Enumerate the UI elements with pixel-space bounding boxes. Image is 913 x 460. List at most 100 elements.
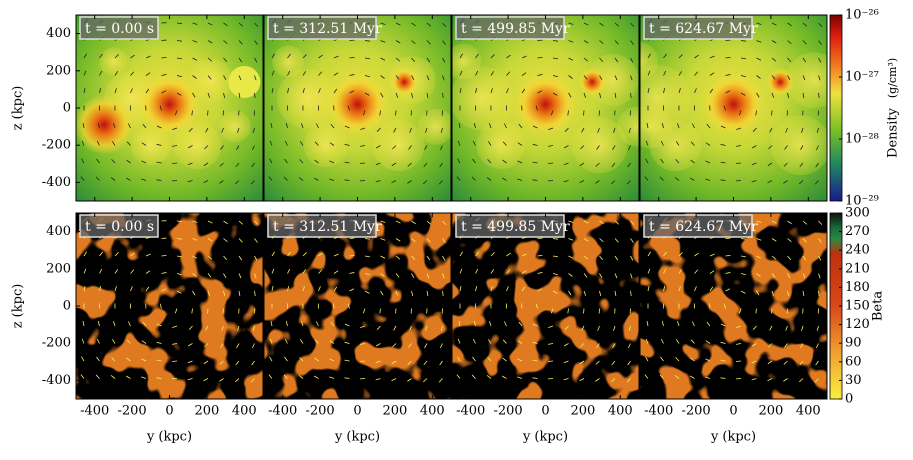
x-axis-label: y (kpc)	[710, 430, 756, 445]
field-arrow	[360, 163, 365, 164]
colorbar-label: Beta	[871, 291, 886, 321]
x-axis-label: y (kpc)	[522, 430, 568, 445]
x-tick-label: 200	[758, 404, 783, 419]
core	[328, 74, 388, 134]
colorbar-tick-label: 10⁻²⁸	[845, 132, 879, 147]
low-beta-field	[640, 213, 827, 399]
x-axis-label: y (kpc)	[146, 430, 192, 445]
field-arrow	[360, 361, 365, 362]
y-tick-label: -200	[42, 336, 71, 351]
field-arrow	[548, 163, 553, 164]
x-tick-label: 400	[420, 404, 445, 419]
colorbar-tick-label: 10⁻²⁶	[845, 8, 879, 23]
panel-image	[76, 213, 263, 399]
x-tick-label: -200	[493, 404, 522, 419]
satellite	[766, 68, 794, 96]
panel: t = 0.00 s -400 -200 0 200 400 y (kpc)	[76, 213, 263, 445]
satellite	[390, 68, 418, 96]
panel: t = 499.85 Myr -400 -200 0 200 400 y (kpc)	[452, 213, 639, 445]
time-label: t = 0.00 s	[85, 21, 154, 37]
x-tick-label: -200	[117, 404, 146, 419]
x-tick-label: 200	[382, 404, 407, 419]
time-label: t = 624.67 Myr	[649, 219, 758, 235]
panel-image	[640, 213, 827, 399]
y-tick-label: 200	[46, 261, 71, 276]
x-tick-label: -400	[456, 404, 485, 419]
time-label: t = 312.51 Myr	[273, 219, 382, 235]
panel-image	[74, 15, 263, 201]
x-tick-label: -400	[80, 404, 109, 419]
x-tick-label: -400	[644, 404, 673, 419]
panel: t = 624.67 Myr	[618, 15, 842, 201]
blob	[418, 109, 454, 145]
low-beta-field	[452, 213, 639, 399]
colorbar-label: Density	[886, 107, 901, 158]
blob	[272, 46, 304, 78]
x-tick-label: 0	[541, 404, 549, 419]
x-tick-label: -200	[305, 404, 334, 419]
colorbar-tick-label: 210	[845, 261, 870, 276]
colorbar-unit: (g/cm³)	[886, 58, 899, 98]
x-tick-label: 0	[729, 404, 737, 419]
time-label: t = 499.85 Myr	[461, 219, 570, 235]
y-tick-label: -400	[42, 175, 71, 190]
panel-image	[618, 15, 842, 201]
time-label: t = 0.00 s	[85, 219, 154, 235]
x-tick-label: 400	[232, 404, 257, 419]
field-arrow	[172, 361, 177, 362]
satellite	[228, 66, 260, 98]
field-arrow	[172, 163, 177, 164]
colorbar-tick-label: 120	[845, 317, 870, 332]
panel-image	[264, 213, 451, 399]
blob	[304, 123, 348, 167]
colorbar-tick-label: 300	[845, 206, 870, 221]
x-tick-label: 200	[570, 404, 595, 419]
colorbar-tick-label: 270	[845, 224, 870, 239]
y-tick-label: 0	[63, 299, 71, 314]
x-tick-label: 0	[165, 404, 173, 419]
x-tick-label: 200	[194, 404, 219, 419]
time-label: t = 624.67 Myr	[649, 21, 758, 37]
y-tick-label: 400	[46, 26, 71, 41]
colorbar-tick-label: 10⁻²⁷	[845, 70, 879, 85]
satellite	[578, 68, 606, 96]
panel: t = 0.00 s	[74, 15, 263, 201]
blob	[99, 48, 127, 76]
field-arrow	[736, 361, 741, 362]
colorbar-tick-label: 150	[845, 299, 870, 314]
core	[704, 74, 764, 134]
blob	[277, 69, 337, 129]
y-tick-label: -200	[42, 138, 71, 153]
core	[516, 74, 576, 134]
blob	[219, 111, 251, 143]
colorbar-tick-label: 30	[845, 373, 862, 388]
time-label: t = 499.85 Myr	[461, 21, 570, 37]
x-tick-label: -200	[681, 404, 710, 419]
colorbar-tick-label: 90	[845, 336, 862, 351]
panel: t = 312.51 Myr	[264, 15, 454, 201]
colorbar-tick-label: 60	[845, 354, 862, 369]
low-beta-field	[264, 213, 451, 399]
blob	[477, 121, 525, 169]
colorbar-tick-label: 180	[845, 280, 870, 295]
x-tick-label: -400	[268, 404, 297, 419]
panel: t = 499.85 Myr	[445, 15, 657, 201]
panel-image	[452, 213, 639, 399]
colorbar-tick-label: 0	[845, 392, 853, 407]
core	[140, 74, 200, 134]
field-arrow	[548, 361, 553, 362]
x-tick-label: 400	[608, 404, 633, 419]
colorbar	[830, 15, 842, 201]
y-tick-label: 200	[46, 63, 71, 78]
y-tick-label: 0	[63, 101, 71, 116]
y-axis-label: z (kpc)	[11, 284, 26, 329]
y-tick-label: 400	[46, 224, 71, 239]
time-label: t = 312.51 Myr	[273, 21, 382, 37]
y-axis-label: z (kpc)	[11, 86, 26, 131]
x-axis-label: y (kpc)	[334, 430, 380, 445]
low-beta-field	[76, 213, 263, 399]
panel-image	[445, 15, 657, 201]
